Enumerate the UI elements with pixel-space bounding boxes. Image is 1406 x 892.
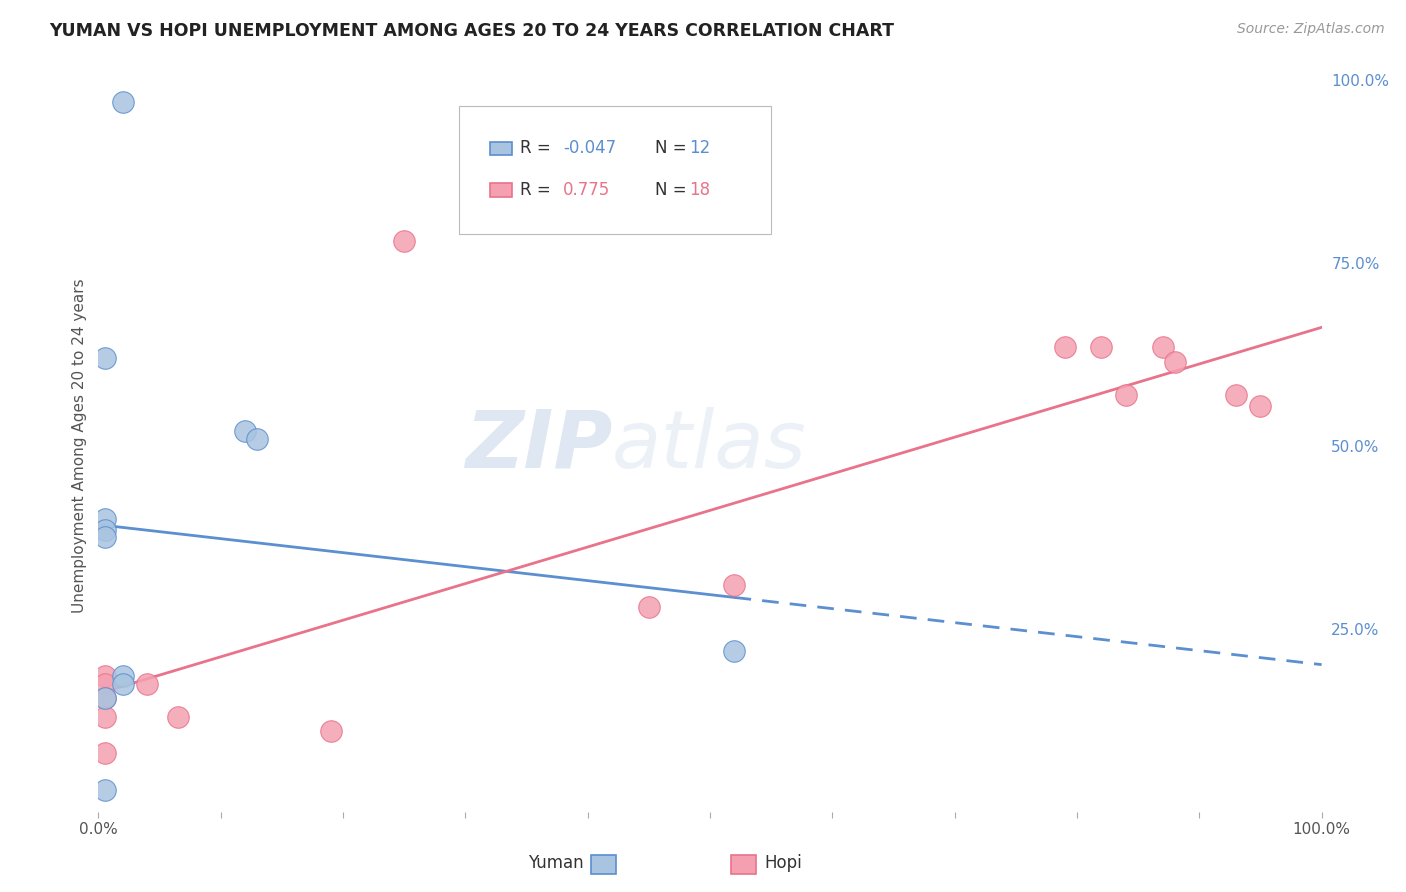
Y-axis label: Unemployment Among Ages 20 to 24 years: Unemployment Among Ages 20 to 24 years — [72, 278, 87, 614]
Point — [1249, 399, 1271, 413]
Text: R =: R = — [520, 181, 551, 199]
Text: ZIP: ZIP — [465, 407, 612, 485]
Point — [723, 644, 745, 658]
Point — [93, 691, 115, 706]
FancyBboxPatch shape — [489, 184, 512, 196]
Point — [233, 425, 256, 439]
Point — [246, 432, 269, 446]
Text: Source: ZipAtlas.com: Source: ZipAtlas.com — [1237, 22, 1385, 37]
Text: -0.047: -0.047 — [564, 139, 616, 157]
Point — [167, 709, 190, 723]
Text: N =: N = — [655, 181, 686, 199]
Point — [111, 669, 134, 683]
Text: 12: 12 — [689, 139, 710, 157]
Text: YUMAN VS HOPI UNEMPLOYMENT AMONG AGES 20 TO 24 YEARS CORRELATION CHART: YUMAN VS HOPI UNEMPLOYMENT AMONG AGES 20… — [49, 22, 894, 40]
Text: N =: N = — [655, 139, 686, 157]
Point — [1115, 388, 1137, 402]
Point — [638, 599, 661, 614]
Text: Hopi: Hopi — [765, 855, 803, 872]
Text: Yuman: Yuman — [527, 855, 583, 872]
Point — [319, 724, 342, 739]
Text: 0.775: 0.775 — [564, 181, 610, 199]
Point — [1225, 388, 1247, 402]
FancyBboxPatch shape — [460, 106, 772, 234]
Text: R =: R = — [520, 139, 551, 157]
Point — [93, 523, 115, 537]
Point — [93, 709, 115, 723]
Text: 18: 18 — [689, 181, 710, 199]
Point — [136, 676, 159, 690]
Point — [93, 782, 115, 797]
Text: atlas: atlas — [612, 407, 807, 485]
Point — [93, 676, 115, 690]
Point — [1152, 340, 1174, 354]
Point — [93, 530, 115, 544]
Point — [1053, 340, 1076, 354]
Point — [1090, 340, 1112, 354]
FancyBboxPatch shape — [489, 142, 512, 155]
Point — [723, 578, 745, 592]
Point — [93, 351, 115, 366]
Point — [111, 676, 134, 690]
Point — [93, 746, 115, 760]
Point — [1164, 355, 1187, 369]
Point — [111, 95, 134, 110]
Point — [93, 691, 115, 706]
Point — [93, 512, 115, 526]
Point — [93, 669, 115, 683]
Point — [392, 234, 416, 248]
